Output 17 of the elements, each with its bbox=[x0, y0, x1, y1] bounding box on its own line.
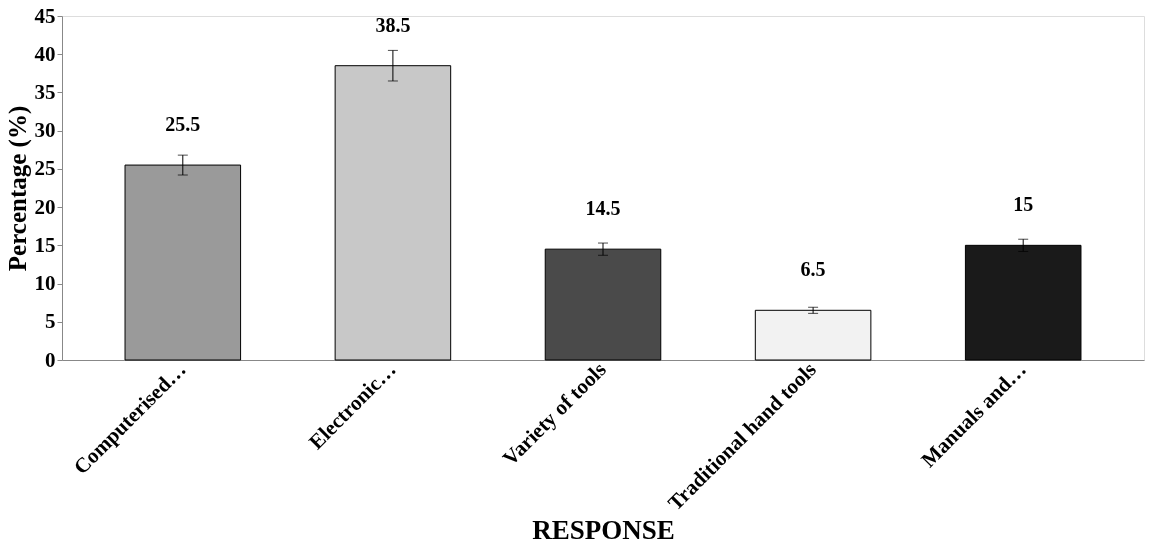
y-tick-label: 45 bbox=[34, 3, 56, 28]
y-tick-label: 20 bbox=[34, 194, 56, 219]
y-tick-label: 40 bbox=[34, 41, 56, 66]
x-axis-title: RESPONSE bbox=[532, 515, 675, 546]
y-tick-label: 10 bbox=[34, 271, 56, 296]
y-tick-label: 0 bbox=[45, 347, 56, 372]
y-axis-title: Percentage (%) bbox=[3, 105, 32, 272]
data-label: 15 bbox=[1013, 193, 1034, 216]
y-tick-label: 25 bbox=[34, 156, 56, 181]
data-label: 6.5 bbox=[800, 258, 826, 281]
y-tick-label: 15 bbox=[34, 232, 56, 257]
data-label: 25.5 bbox=[165, 113, 201, 136]
y-tick-label: 30 bbox=[34, 118, 56, 143]
y-tick-label: 5 bbox=[45, 309, 56, 334]
data-label: 14.5 bbox=[585, 197, 621, 220]
y-tick-label: 35 bbox=[34, 79, 56, 104]
data-label: 38.5 bbox=[375, 13, 411, 36]
